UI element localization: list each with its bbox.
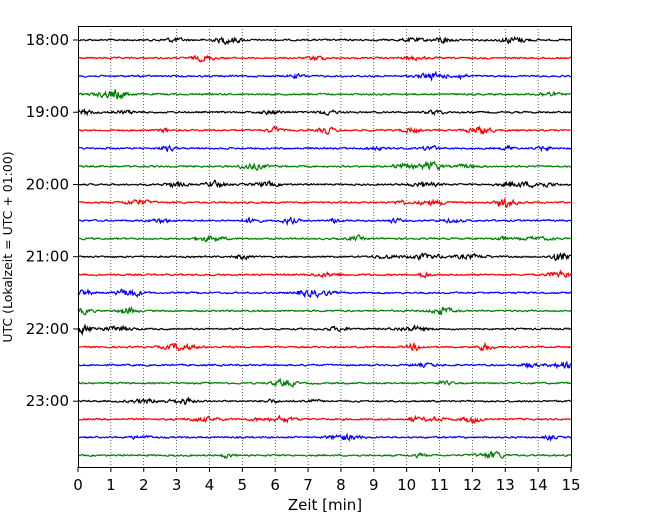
trace-15 <box>77 288 572 299</box>
x-tick-label-6: 6 <box>270 476 280 494</box>
trace-4 <box>77 89 572 101</box>
trace-16 <box>77 305 572 316</box>
x-tick-label-5: 5 <box>238 476 248 494</box>
y-tick-label-3: 21:00 <box>26 248 69 266</box>
x-tick-label-7: 7 <box>303 476 313 494</box>
y-tick-label-1: 19:00 <box>26 103 69 121</box>
trace-5 <box>77 107 572 117</box>
x-tick-label-9: 9 <box>369 476 379 494</box>
trace-24 <box>77 450 572 460</box>
trace-2 <box>77 54 572 63</box>
trace-21 <box>77 396 572 406</box>
trace-11 <box>77 216 572 227</box>
y-axis-ticks: 18:00 19:00 20:00 21:00 22:00 23:00 <box>26 31 78 410</box>
trace-13 <box>77 252 572 262</box>
x-tick-label-3: 3 <box>172 476 182 494</box>
trace-6 <box>77 125 572 135</box>
y-tick-label-0: 18:00 <box>26 31 69 49</box>
y-axis-label: UTC (Lokalzeit = UTC + 01:00) <box>0 151 15 342</box>
trace-23 <box>77 432 572 442</box>
trace-10 <box>77 198 572 209</box>
trace-20 <box>77 377 572 388</box>
x-tick-label-13: 13 <box>496 476 515 494</box>
trace-22 <box>77 414 572 425</box>
x-tick-label-12: 12 <box>463 476 482 494</box>
x-tick-label-14: 14 <box>529 476 548 494</box>
x-tick-label-10: 10 <box>397 476 416 494</box>
x-tick-label-1: 1 <box>106 476 116 494</box>
trace-9 <box>77 179 572 189</box>
x-tick-label-2: 2 <box>139 476 149 494</box>
trace-3 <box>77 70 572 82</box>
y-tick-label-2: 20:00 <box>26 175 69 193</box>
x-tick-label-4: 4 <box>205 476 215 494</box>
y-tick-label-4: 22:00 <box>26 320 69 338</box>
trace-18 <box>77 341 572 352</box>
trace-14 <box>77 269 572 279</box>
trace-7 <box>77 144 572 153</box>
trace-12 <box>77 234 572 243</box>
trace-19 <box>77 360 572 370</box>
x-tick-label-8: 8 <box>336 476 346 494</box>
x-axis-ticks: 0 1 2 3 4 5 6 7 8 9 10 11 12 13 14 15 <box>73 467 581 494</box>
trace-17 <box>77 323 572 336</box>
x-axis-label: Zeit [min] <box>288 496 362 514</box>
trace-8 <box>77 160 572 171</box>
plot-frame <box>78 26 572 468</box>
trace-1 <box>77 35 572 46</box>
seismic-traces <box>77 35 572 460</box>
x-tick-label-15: 15 <box>561 476 580 494</box>
x-tick-label-11: 11 <box>430 476 449 494</box>
y-tick-label-5: 23:00 <box>26 392 69 410</box>
x-tick-label-0: 0 <box>73 476 83 494</box>
